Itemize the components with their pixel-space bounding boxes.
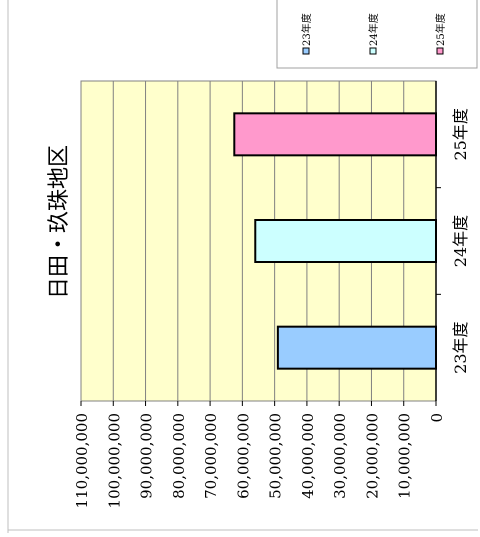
value-tick-label: 80,000,000 [170, 413, 188, 499]
legend-label: 23年度 [300, 13, 313, 46]
category-label: 24年度 [451, 215, 470, 267]
legend-label: 25年度 [434, 13, 447, 46]
category-label: 25年度 [451, 108, 470, 160]
value-tick-label: 100,000,000 [105, 413, 123, 508]
value-tick-label: 70,000,000 [202, 413, 220, 499]
value-tick-label: 110,000,000 [73, 413, 91, 508]
value-tick-label: 60,000,000 [234, 413, 252, 499]
chart-title: 日田・玖珠地区 [47, 145, 72, 299]
value-tick-label: 20,000,000 [363, 413, 381, 499]
legend-box [276, 0, 478, 69]
legend-marker [369, 47, 377, 55]
value-tick-label: 10,000,000 [396, 413, 414, 499]
legend: 23年度 24年度 25年度 [276, 0, 478, 69]
value-tick-label: 50,000,000 [267, 413, 285, 499]
bar-2 [254, 219, 437, 263]
bar-1 [276, 325, 438, 370]
value-tick-label: 30,000,000 [331, 413, 349, 499]
value-tick-label: 0 [428, 413, 446, 423]
legend-marker [436, 47, 444, 55]
bar-3 [233, 112, 437, 157]
value-tick-label: 90,000,000 [138, 413, 156, 499]
legend-marker [302, 47, 310, 55]
legend-label: 24年度 [367, 13, 380, 46]
category-label: 23年度 [451, 321, 470, 373]
value-tick-label: 40,000,000 [299, 413, 317, 499]
